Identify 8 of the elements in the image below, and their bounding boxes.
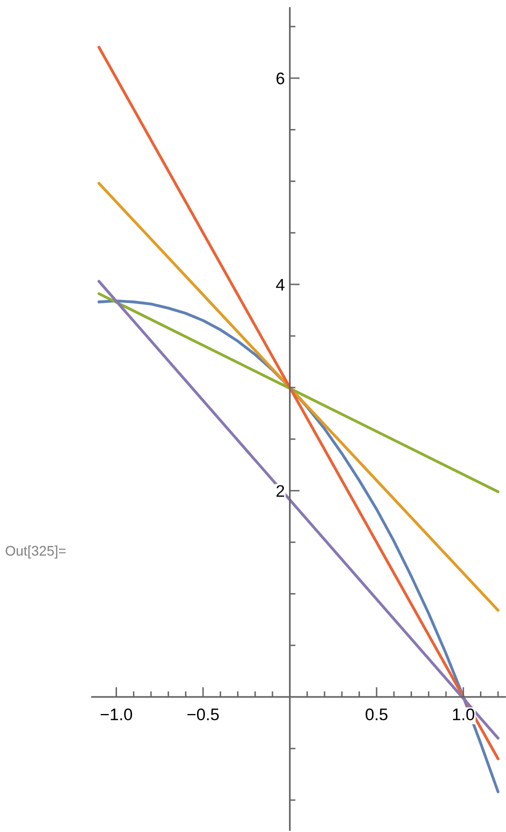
x-tick-label: 1.0 (453, 708, 474, 720)
x-tick-label: 0.5 (366, 708, 388, 720)
y-tick-label: 4 (276, 278, 284, 290)
x-tick-label: −0.5 (187, 708, 219, 720)
x-tick-label: −1.0 (100, 708, 132, 720)
y-tick-label: 6 (276, 72, 284, 84)
y-tick-label: 2 (276, 485, 284, 497)
text: Out[325]= (6, 546, 66, 558)
